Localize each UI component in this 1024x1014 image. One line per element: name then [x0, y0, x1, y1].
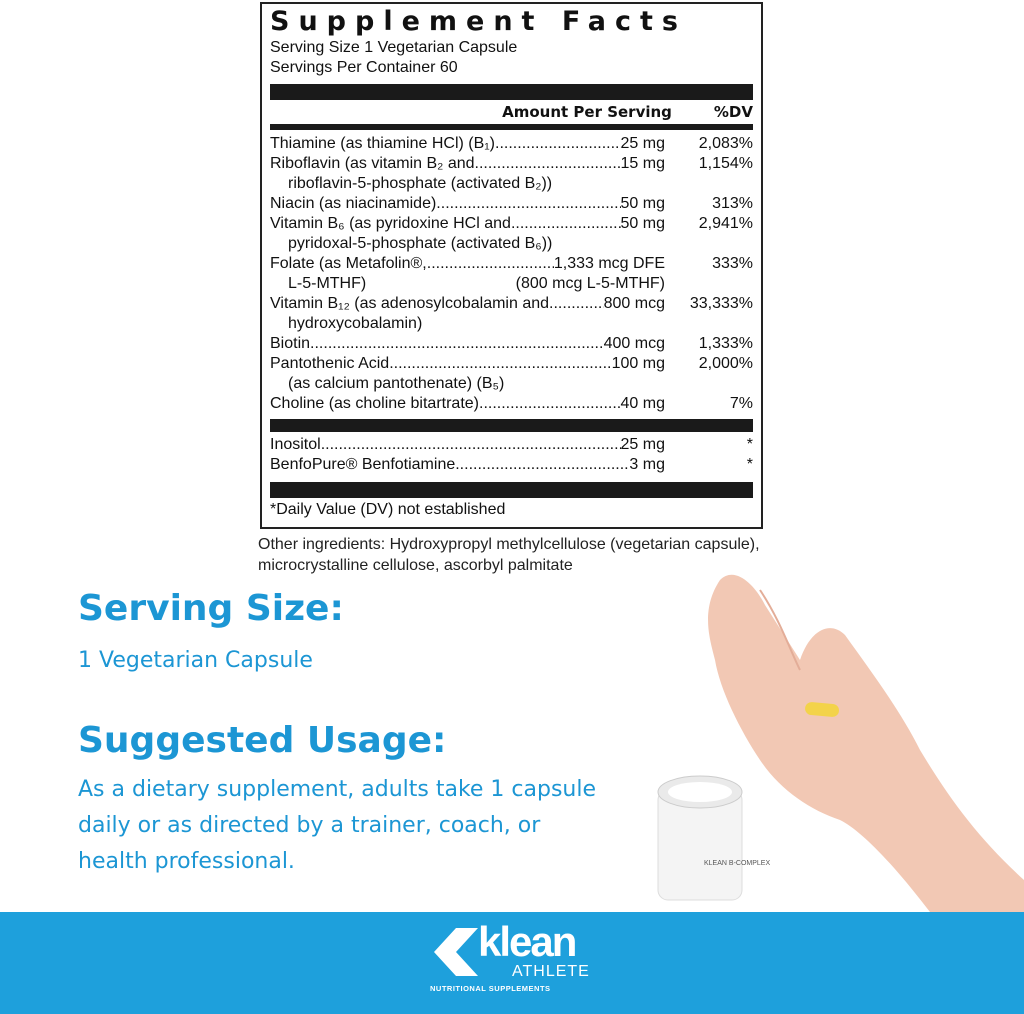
dv-header: %DV: [713, 103, 753, 121]
dot-leader: [310, 334, 604, 354]
nutrient-row: Vitamin B₆ (as pyridoxine HCl and 50 mg p…: [270, 214, 753, 254]
nutrient-name: Thiamine (as thiamine HCl) (B₁): [270, 135, 496, 152]
nutrient-amount: 40 mg: [620, 395, 665, 412]
supplement-facts-panel: Supplement Facts Serving Size 1 Vegetari…: [260, 2, 763, 529]
nutrient-row: Riboflavin (as vitamin B₂ and 15 mg ribofl…: [270, 154, 753, 194]
suggested-usage-heading: Suggested Usage:: [78, 720, 447, 761]
logo-tagline: NUTRITIONAL SUPPLEMENTS: [430, 984, 551, 993]
nutrient-row: Biotin 400 mcg 1,333%: [270, 334, 753, 354]
nutrient-dv: 2,083%: [698, 135, 753, 152]
nutrient-amount-detail: (800 mcg L-5-MTHF): [515, 275, 665, 292]
nutrient-detail: L-5-MTHF): [288, 275, 367, 292]
nutrient-dv: 7%: [729, 395, 753, 412]
nutrient-amount: 3 mg: [629, 456, 665, 473]
nutrient-amount: 15 mg: [620, 155, 665, 172]
nutrient-detail: riboflavin-5-phosphate (activated B₂)): [288, 175, 553, 192]
logo-sub: ATHLETE: [512, 963, 590, 980]
nutrient-dv: 2,000%: [698, 355, 753, 372]
nutrient-row: Choline (as choline bitartrate) 40 mg 7%: [270, 394, 753, 414]
nutrient-dv: 2,941%: [698, 215, 753, 232]
dot-leader: [549, 294, 604, 314]
nutrient-amount: 25 mg: [620, 436, 665, 453]
bottle: KLEAN B-COMPLEX: [657, 775, 770, 901]
column-header: Amount Per Serving %DV: [270, 100, 753, 124]
capsule: [805, 702, 840, 717]
dot-leader: [389, 354, 611, 374]
serving-size: Serving Size 1 Vegetarian Capsule: [270, 39, 518, 56]
nutrient-name: BenfoPure® Benfotiamine: [270, 456, 456, 473]
serving-size-value: 1 Vegetarian Capsule: [78, 648, 313, 673]
divider-bar: [270, 482, 753, 498]
bottle-label: KLEAN B-COMPLEX: [704, 860, 770, 867]
dot-leader: [479, 394, 621, 414]
nutrient-name: Biotin: [270, 335, 311, 352]
hand: [708, 574, 1024, 912]
dot-leader: [321, 435, 621, 455]
logo-brand: klean: [478, 918, 577, 965]
nutrient-amount: 50 mg: [620, 195, 665, 212]
nutrient-row: Pantothenic Acid 100 mg (as calcium panto…: [270, 354, 753, 394]
nutrient-name: Choline (as choline bitartrate): [270, 395, 479, 412]
nutrient-name: Pantothenic Acid: [270, 355, 390, 372]
nutrient-dv: 333%: [712, 255, 753, 272]
other-ingredients: Other ingredients: Hydroxypropyl methylc…: [258, 536, 760, 574]
nutrient-name: Vitamin B₁₂ (as adenosylcobalamin and: [270, 295, 550, 312]
dot-leader: [475, 154, 621, 174]
nutrient-dv: *: [746, 436, 753, 453]
dot-leader: [427, 254, 554, 274]
facts-title: Supplement Facts: [270, 6, 687, 37]
brand-footer-band: [0, 912, 1024, 1014]
suggested-usage-text: As a dietary supplement, adults take 1 c…: [78, 777, 597, 874]
nutrient-amount: 25 mg: [620, 135, 665, 152]
nutrient-dv: 1,154%: [698, 155, 753, 172]
footnote: *Daily Value (DV) not established: [270, 501, 506, 518]
nutrient-name: Niacin (as niacinamide): [270, 195, 437, 212]
divider-bar: [270, 419, 753, 432]
divider-bar: [270, 124, 753, 130]
nutrient-amount: 50 mg: [620, 215, 665, 232]
nutrient-name: Folate (as Metafolin®,: [270, 255, 427, 272]
dot-leader: [495, 134, 621, 154]
nutrient-dv: *: [746, 456, 753, 473]
nutrient-row: Vitamin B₁₂ (as adenosylcobalamin and 800…: [270, 294, 753, 334]
klean-athlete-logo: klean ATHLETE NUTRITIONAL SUPPLEMENTS: [430, 921, 594, 1000]
nutrient-amount: 1,333 mcg DFE: [553, 255, 665, 272]
nutrient-row: BenfoPure® Benfotiamine 3 mg *: [270, 455, 753, 475]
nutrient-row: Inositol 25 mg *: [270, 435, 753, 455]
nutrient-row: Niacin (as niacinamide) 50 mg 313%: [270, 194, 753, 214]
nutrient-name: Inositol: [270, 436, 321, 453]
nutrient-detail: pyridoxal-5-phosphate (activated B₆)): [288, 235, 553, 252]
chevron-logo-icon: [434, 928, 478, 976]
nutrient-name: Vitamin B₆ (as pyridoxine HCl and: [270, 215, 511, 232]
servings-per-container: Servings Per Container 60: [270, 59, 458, 76]
dot-leader: [455, 455, 629, 475]
amount-header: Amount Per Serving: [502, 103, 672, 121]
nutrient-row: Thiamine (as thiamine HCl) (B₁) 25 mg 2,08…: [270, 134, 753, 154]
serving-size-heading: Serving Size:: [78, 588, 344, 629]
nutrient-detail: (as calcium pantothenate) (B₅): [288, 375, 505, 392]
nutrient-amount: 800 mcg: [603, 295, 665, 312]
nutrient-amount: 400 mcg: [603, 335, 665, 352]
dot-leader: [511, 214, 621, 234]
nutrient-amount: 100 mg: [611, 355, 665, 372]
hand-with-capsule-and-bottle-image: KLEAN B-COMPLEX: [657, 574, 1024, 912]
dot-leader: [436, 194, 620, 214]
divider-bar: [270, 84, 753, 100]
nutrient-row: Folate (as Metafolin®, 1,333 mcg DFE L-5-…: [270, 254, 753, 294]
nutrient-detail: hydroxycobalamin): [288, 315, 423, 332]
nutrient-name: Riboflavin (as vitamin B₂ and: [270, 155, 475, 172]
nutrient-dv: 313%: [712, 195, 753, 212]
nutrient-dv: 1,333%: [698, 335, 753, 352]
nutrient-dv: 33,333%: [689, 295, 753, 312]
